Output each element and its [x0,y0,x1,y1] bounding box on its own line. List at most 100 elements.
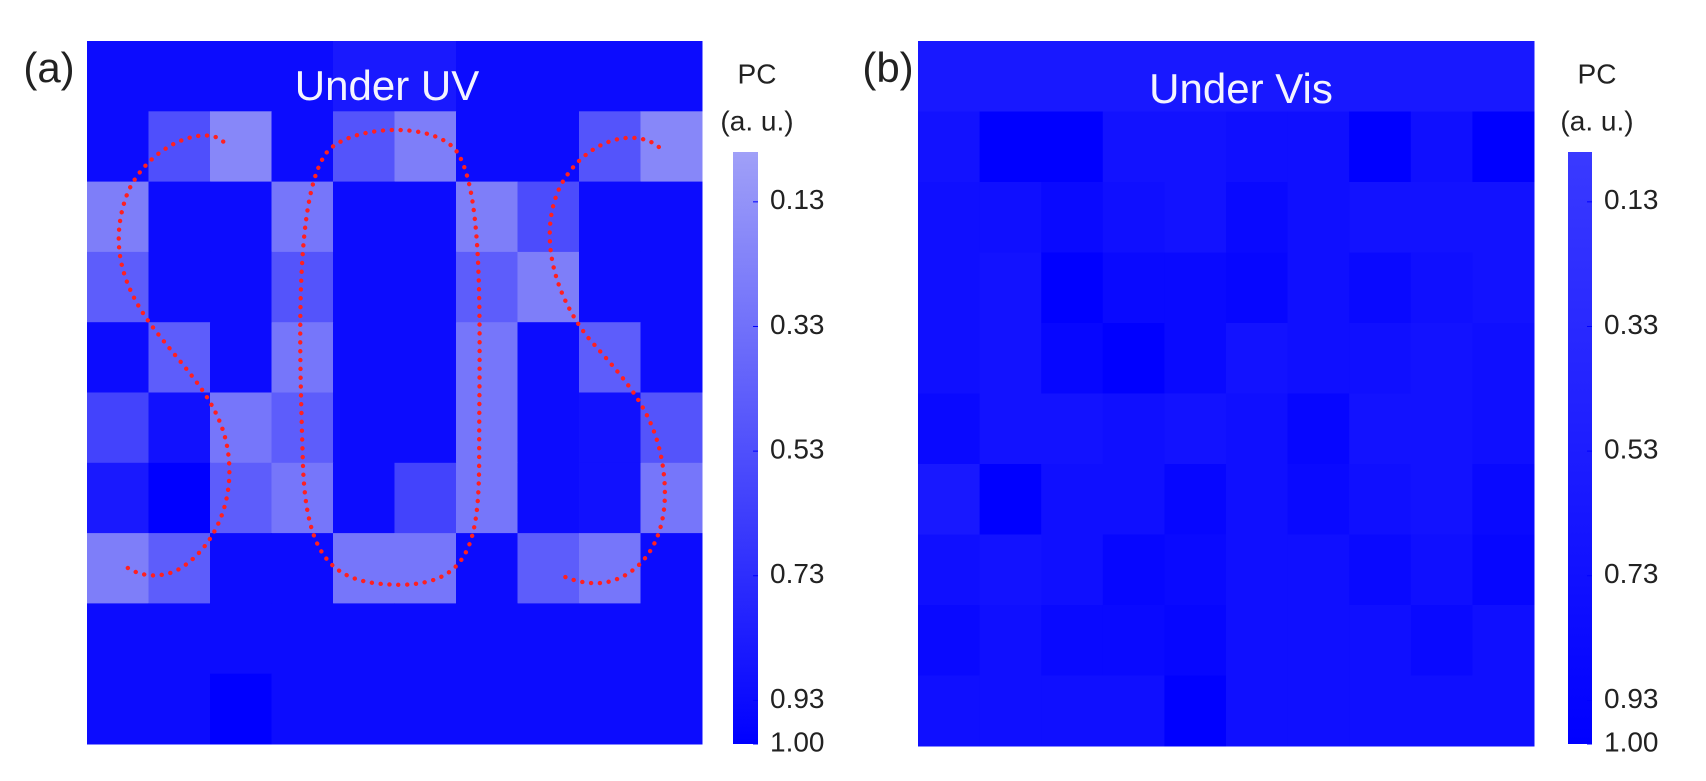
heatmap-cell [979,182,1042,253]
heatmap-cell [1226,393,1289,465]
heatmap-cell [517,251,580,323]
heatmap-cell [517,533,580,604]
heatmap-cell [1226,111,1289,183]
heatmap-cell [271,533,334,604]
heatmap-cell [1226,41,1289,112]
heatmap-cell [210,462,272,534]
heatmap-cell [579,181,641,253]
heatmap-cell [918,675,981,747]
heatmap-cell [456,181,518,253]
heatmap-cell [1349,252,1412,324]
heatmap-cell [1410,111,1473,183]
colorbar-tick-label: 0.53 [770,434,825,465]
heatmap-cell [333,41,395,112]
heatmap-cell [148,673,211,745]
annotation-curves [116,127,668,587]
heatmap-cell [1287,252,1350,324]
heatmap-cell [271,673,334,745]
panel-title: Under UV [295,62,479,109]
heatmap-cell [579,673,641,745]
heatmap-cell [87,392,149,464]
heatmap-cell [1041,393,1104,465]
colorbar [733,152,758,744]
heatmap-cell [1472,464,1535,535]
heatmap-cell [333,603,395,675]
heatmap-cell [1287,182,1350,253]
heatmap-cell [394,462,457,534]
heatmap-cell [579,533,641,604]
heatmap-cell [1349,41,1412,112]
colorbar-label: PC [1578,58,1617,89]
heatmap-cell [1041,464,1104,535]
heatmap-cell [87,111,149,183]
heatmap-cell [210,533,272,604]
colorbar-label: (a. u.) [720,105,793,136]
heatmap-cell [1102,534,1165,606]
heatmap-cell [640,533,703,604]
heatmap-cell [918,252,981,324]
colorbar-tick-label: 0.93 [1604,683,1659,714]
heatmap-cell [1226,605,1289,676]
heatmap-cell [333,462,395,534]
heatmap-cell [979,675,1042,747]
heatmap-cell [1164,605,1227,676]
heatmap-cell [1410,393,1473,465]
heatmap-cell [1410,182,1473,253]
heatmap-cell [579,251,641,323]
heatmap-cell [1472,252,1535,324]
heatmap-cell [1472,675,1535,747]
heatmap-cell [517,673,580,745]
heatmap-cell [1410,464,1473,535]
heatmap-cell [1041,534,1104,606]
heatmap-cell [1226,323,1289,394]
heatmap-cell [979,393,1042,465]
heatmap-cell [1102,323,1165,394]
heatmap-cell [979,323,1042,394]
heatmap-cell [1472,182,1535,253]
heatmap-cell [579,41,641,112]
heatmap-cell [1349,464,1412,535]
heatmap-cell [918,182,981,253]
heatmap-cell [1287,41,1350,112]
heatmap-cell [1349,534,1412,606]
heatmap-cell [394,673,457,745]
heatmap-cell [640,673,703,745]
heatmap-cell [148,41,211,112]
heatmap-cell [1226,252,1289,324]
heatmap-cell [456,392,518,464]
heatmap-cell [640,181,703,253]
heatmap-cell [1287,534,1350,606]
colorbar-tick-label: 0.73 [1604,558,1659,589]
heatmap-cell [1041,675,1104,747]
heatmap-cell [640,251,703,323]
heatmap-cell [579,322,641,393]
heatmap-cell [1102,393,1165,465]
heatmap-cell [1472,111,1535,183]
heatmap-cell [148,462,211,534]
heatmap-cell [210,603,272,675]
heatmap-cell [271,41,334,112]
heatmap-cell [918,393,981,465]
heatmap-cell [918,41,981,112]
colorbar-tick-label: 0.33 [770,309,825,340]
heatmap-cell [1410,252,1473,324]
heatmap-cell [87,673,149,745]
heatmap-cell [979,41,1042,112]
heatmap-cell [1041,252,1104,324]
heatmap-cell [979,111,1042,183]
panel-label: (a) [23,44,74,91]
heatmap-cell [918,464,981,535]
heatmap-cell [210,41,272,112]
heatmap-cell [1287,605,1350,676]
heatmap-cell [456,673,518,745]
heatmap-cell [456,251,518,323]
heatmap-cell [333,322,395,393]
heatmap-cell [1164,323,1227,394]
heatmap-cell [1472,605,1535,676]
heatmap-cell [394,181,457,253]
heatmap-cell [1287,464,1350,535]
heatmap-cell [1472,534,1535,606]
heatmap-cell [394,41,457,112]
colorbar-tick-label: 0.53 [1604,434,1659,465]
